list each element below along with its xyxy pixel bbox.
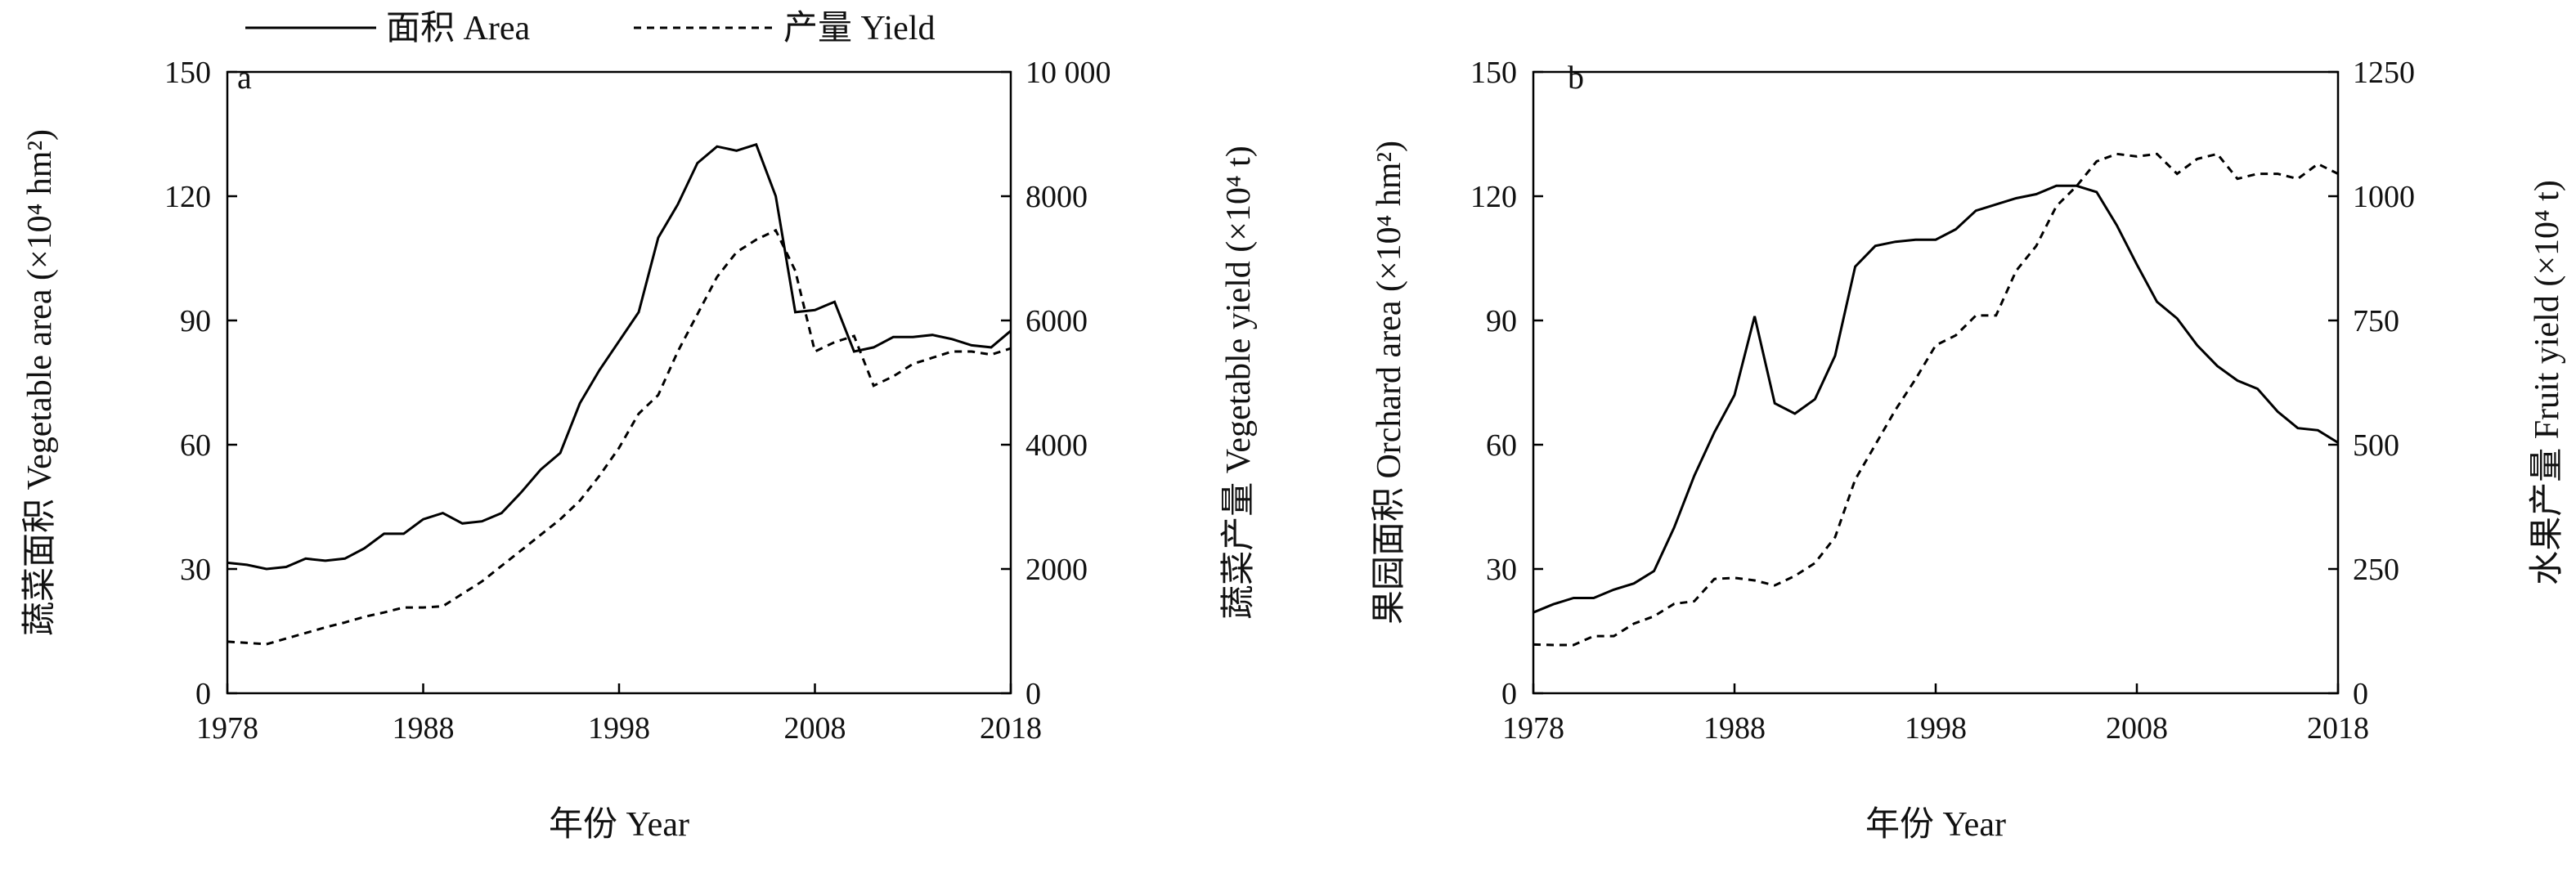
- x-tick-label: 1988: [1703, 711, 1766, 746]
- x-tick-label: 2018: [980, 711, 1042, 746]
- y-tick-label: 60: [180, 428, 211, 463]
- series-area-line-b: [1533, 184, 2339, 614]
- y-tick-label: 150: [164, 56, 211, 90]
- y2-tick-label: 500: [2353, 428, 2399, 463]
- y2-tick-label: 4000: [1025, 428, 1088, 463]
- series-yield-line-a: [227, 228, 1012, 646]
- x-tick-label: 1998: [588, 711, 650, 746]
- plot-frame-a: [226, 70, 1012, 695]
- y-axis-label-a: 蔬菜面积 Vegetable area (×10⁴ hm²): [21, 129, 59, 636]
- plot-frame-b: [1532, 70, 2340, 695]
- y2-tick-label: 0: [1025, 677, 1041, 711]
- chart-panel-b: b 1978 1988 1998 2008 2018030609012015002505…: [1371, 56, 2566, 844]
- x-tick-label: 1998: [1905, 711, 1967, 746]
- y-tick-label: 0: [1501, 677, 1517, 711]
- x-tick-label: 2008: [784, 711, 846, 746]
- y2-tick-label: 2000: [1025, 553, 1088, 587]
- series-area-line-a: [227, 142, 1012, 571]
- x-tick-label: 1988: [393, 711, 455, 746]
- y-tick-label: 60: [1486, 428, 1517, 463]
- x-tick-label: 2018: [2307, 711, 2369, 746]
- y2-tick-label: 0: [2353, 677, 2368, 711]
- ticks-b: 1978 1988 1998 2008 201803060901201500250500…: [1470, 56, 2415, 746]
- y-tick-label: 150: [1470, 56, 1517, 90]
- y-tick-label: 90: [180, 304, 211, 338]
- y2-tick-label: 8000: [1025, 180, 1088, 214]
- legend-area-label: 面积 Area: [386, 10, 530, 47]
- y2-tick-label: 1000: [2353, 180, 2415, 214]
- y2-tick-label: 10 000: [1025, 56, 1111, 90]
- y2-tick-label: 1250: [2353, 56, 2415, 90]
- y2-axis-label-b: 水果产量 Fruit yield (×10⁴ t): [2529, 180, 2566, 585]
- x-axis-label-a: 年份 Year: [549, 805, 689, 844]
- x-tick-label: 1978: [1502, 711, 1564, 746]
- y-axis-label-b: 果园面积 Orchard area (×10⁴ hm²): [1371, 141, 1408, 625]
- y2-tick-label: 250: [2353, 553, 2399, 587]
- x-tick-label: 1978: [196, 711, 258, 746]
- x-axis-label-b: 年份 Year: [1865, 805, 2006, 844]
- y-tick-label: 120: [164, 180, 211, 214]
- y-tick-label: 30: [180, 553, 211, 587]
- y-tick-label: 30: [1486, 553, 1517, 587]
- ticks-a: 1978 1988 1998 2008 201803060901201500200040…: [164, 56, 1111, 746]
- y-tick-label: 0: [195, 677, 211, 711]
- y-tick-label: 120: [1470, 180, 1517, 214]
- panel-letter-a: a: [237, 59, 252, 96]
- chart-panel-a: a 1978 1988 1998 2008 2018030609012015002000…: [21, 56, 1258, 844]
- legend: 面积 Area 产量 Yield: [245, 10, 936, 47]
- legend-yield-label: 产量 Yield: [783, 10, 936, 47]
- x-tick-label: 2008: [2106, 711, 2168, 746]
- y2-axis-label-a: 蔬菜产量 Vegetable yield (×10⁴ t): [1220, 146, 1258, 620]
- y-tick-label: 90: [1486, 304, 1517, 338]
- y2-tick-label: 750: [2353, 304, 2399, 338]
- panel-letter-b: b: [1568, 59, 1584, 96]
- y2-tick-label: 6000: [1025, 304, 1088, 338]
